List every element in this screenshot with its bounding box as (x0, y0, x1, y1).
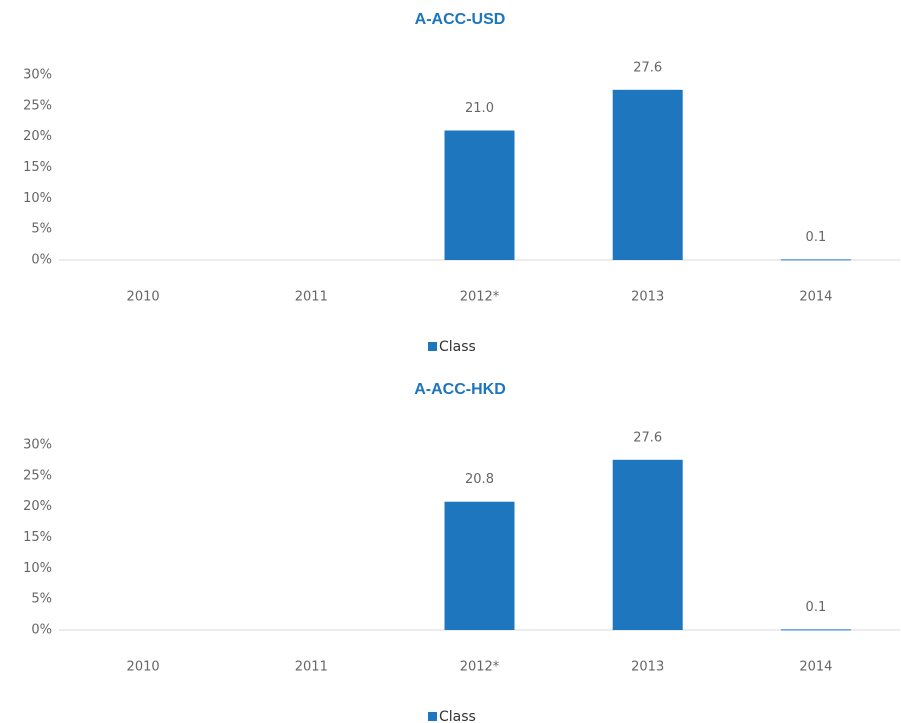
data-label: 0.1 (806, 600, 827, 615)
y-tick-label: 20% (23, 129, 52, 144)
bar (780, 259, 851, 261)
legend-swatch (428, 342, 437, 351)
y-tick-label: 5% (31, 592, 52, 607)
chart-title: A-ACC-USD (415, 11, 506, 28)
bar (612, 89, 683, 260)
chart-title: A-ACC-HKD (414, 381, 506, 398)
x-tick-label: 2014 (799, 660, 832, 675)
data-label: 27.6 (633, 430, 662, 445)
x-tick-label: 2013 (631, 660, 664, 675)
x-tick-label: 2014 (799, 290, 832, 305)
x-tick-label: 2012* (460, 290, 500, 305)
y-tick-label: 20% (23, 499, 52, 514)
y-tick-label: 25% (23, 98, 52, 113)
legend-label: Class (439, 339, 476, 355)
y-tick-label: 15% (23, 160, 52, 175)
data-label: 20.8 (465, 472, 494, 487)
y-tick-label: 5% (31, 222, 52, 237)
x-tick-label: 2010 (127, 290, 160, 305)
bar (444, 501, 515, 630)
y-tick-label: 0% (31, 623, 52, 638)
y-tick-label: 30% (23, 438, 52, 453)
x-tick-label: 2010 (127, 660, 160, 675)
y-tick-label: 25% (23, 468, 52, 483)
y-tick-label: 30% (23, 68, 52, 83)
x-tick-label: 2012* (460, 660, 500, 675)
legend-swatch (428, 712, 437, 721)
bar (444, 130, 515, 260)
legend-label: Class (439, 709, 476, 723)
data-label: 0.1 (806, 230, 827, 245)
bar (612, 459, 683, 630)
x-tick-label: 2013 (631, 290, 664, 305)
y-tick-label: 10% (23, 561, 52, 576)
y-tick-label: 15% (23, 530, 52, 545)
bar (780, 629, 851, 631)
y-tick-label: 10% (23, 191, 52, 206)
data-label: 27.6 (633, 60, 662, 75)
x-tick-label: 2011 (295, 660, 328, 675)
data-label: 21.0 (465, 101, 494, 116)
x-tick-label: 2011 (295, 290, 328, 305)
y-tick-label: 0% (31, 253, 52, 268)
